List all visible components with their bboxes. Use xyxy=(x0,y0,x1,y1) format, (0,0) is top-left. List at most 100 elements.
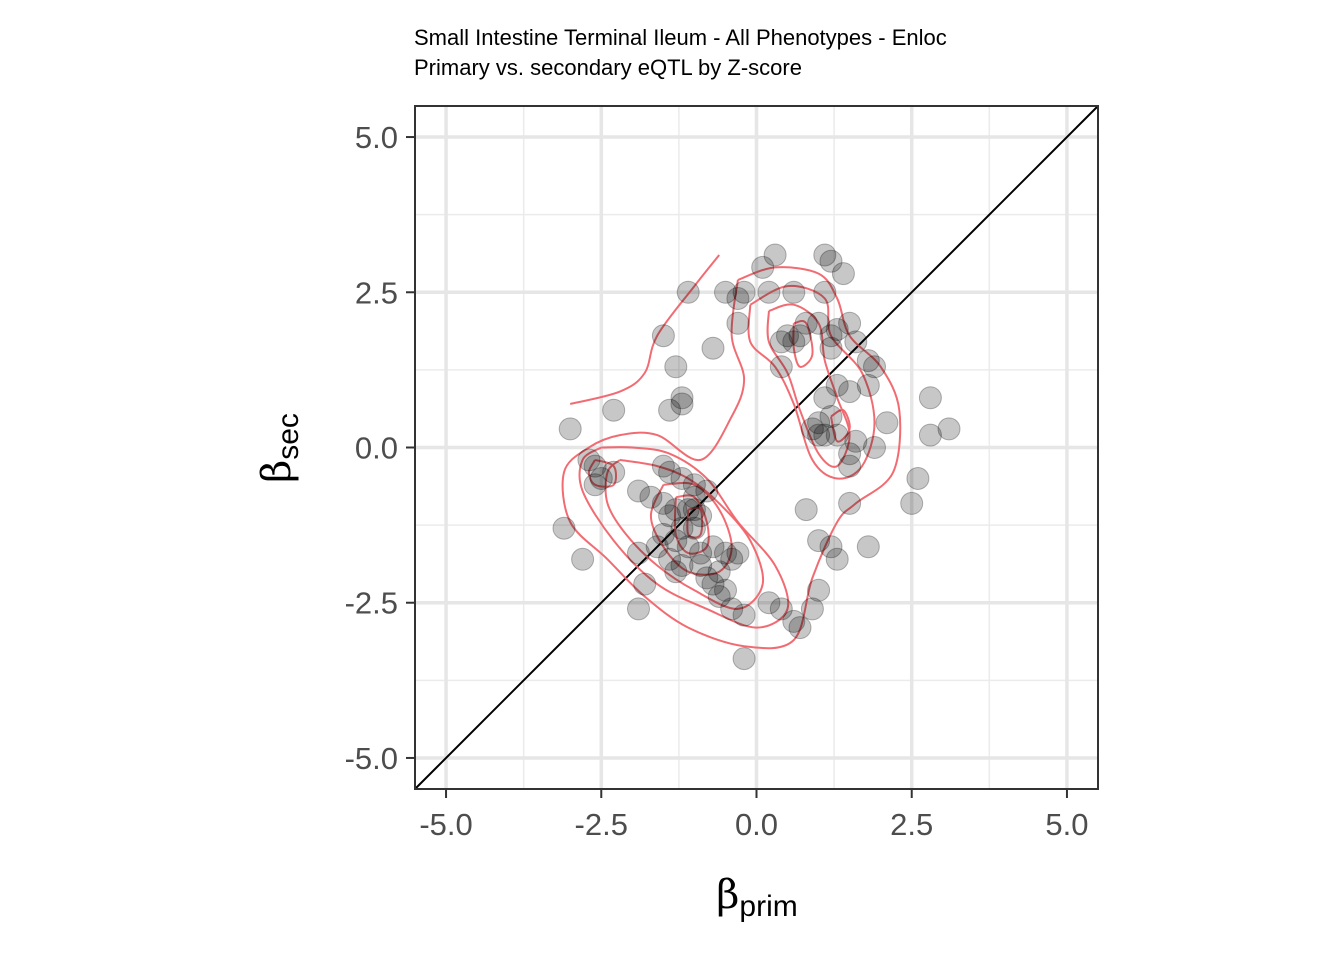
data-point-94 xyxy=(732,647,756,671)
data-point-51 xyxy=(602,398,626,422)
data-point-69 xyxy=(689,504,713,528)
data-point-24 xyxy=(856,349,880,373)
x-axis-label: βprim xyxy=(716,872,797,923)
data-point-2 xyxy=(819,249,843,273)
data-point-0 xyxy=(763,243,787,267)
density-contour-5 xyxy=(604,458,765,610)
data-point-53 xyxy=(577,448,601,472)
identity-line xyxy=(414,105,1099,790)
data-point-107 xyxy=(900,491,924,515)
data-point-73 xyxy=(651,522,675,546)
data-point-1 xyxy=(813,243,837,267)
data-point-112 xyxy=(645,535,669,559)
data-point-4 xyxy=(831,262,855,286)
data-point-12 xyxy=(726,311,750,335)
data-point-102 xyxy=(807,529,831,553)
x-axis-label-symbol: β xyxy=(716,872,739,918)
data-point-80 xyxy=(627,541,650,565)
y-tick-label: 0.0 xyxy=(355,431,398,466)
data-point-43 xyxy=(875,411,899,435)
y-tick-label: 5.0 xyxy=(355,120,398,155)
data-point-78 xyxy=(714,541,737,565)
data-point-109 xyxy=(707,585,731,608)
y-tick-label: 2.5 xyxy=(355,275,398,310)
data-point-44 xyxy=(918,386,942,410)
reference-line-group xyxy=(414,105,1099,790)
data-point-79 xyxy=(726,541,750,565)
x-tick-label: 5.0 xyxy=(1045,807,1088,842)
density-contour-6 xyxy=(792,320,814,368)
data-point-89 xyxy=(720,597,744,621)
data-point-108 xyxy=(906,467,930,490)
data-point-27 xyxy=(664,355,688,379)
density-contours xyxy=(561,254,902,650)
data-point-52 xyxy=(558,417,582,441)
data-point-86 xyxy=(633,572,657,596)
data-point-56 xyxy=(583,473,607,497)
data-point-3 xyxy=(751,255,775,279)
data-point-63 xyxy=(627,479,650,503)
data-point-110 xyxy=(695,566,719,590)
data-point-113 xyxy=(682,485,706,509)
y-axis-label-subscript: sec xyxy=(272,413,305,460)
data-point-92 xyxy=(552,516,576,540)
data-point-20 xyxy=(782,330,806,354)
data-point-25 xyxy=(651,324,675,348)
data-point-81 xyxy=(658,547,682,571)
density-contour-3 xyxy=(578,446,790,629)
data-point-39 xyxy=(825,423,849,447)
data-point-14 xyxy=(807,311,831,335)
data-point-66 xyxy=(664,498,688,522)
data-point-54 xyxy=(583,454,607,478)
data-point-37 xyxy=(813,423,837,447)
data-point-60 xyxy=(670,467,694,490)
data-point-95 xyxy=(757,591,781,615)
axes: -5.0 -2.5 0.0 2.5 5.0 -5.0 -2.5 0.0 2.5 5.0 xyxy=(345,120,1089,842)
data-point-85 xyxy=(664,560,688,584)
data-point-48 xyxy=(670,386,694,410)
data-point-9 xyxy=(813,280,837,304)
data-point-36 xyxy=(807,423,831,447)
data-point-65 xyxy=(651,491,675,515)
data-point-99 xyxy=(800,597,824,621)
data-point-32 xyxy=(856,373,880,397)
data-point-72 xyxy=(682,516,706,540)
data-point-10 xyxy=(726,287,750,310)
y-axis-label-symbol: β xyxy=(254,460,300,483)
density-contour-1 xyxy=(561,266,902,650)
data-point-38 xyxy=(800,417,824,441)
data-points xyxy=(552,243,961,671)
y-axis-label: βsec xyxy=(254,413,305,483)
data-point-104 xyxy=(825,547,849,571)
data-point-30 xyxy=(838,380,862,404)
data-point-100 xyxy=(807,578,831,602)
data-point-23 xyxy=(844,330,868,354)
data-point-88 xyxy=(714,578,737,602)
data-point-87 xyxy=(701,572,725,596)
x-tick-label: -5.0 xyxy=(419,807,472,842)
data-point-13 xyxy=(794,311,818,335)
density-contour-9 xyxy=(673,494,710,555)
data-point-67 xyxy=(676,498,700,522)
data-point-49 xyxy=(658,398,682,422)
chart-title: Small Intestine Terminal Ileum - All Phe… xyxy=(414,25,947,50)
data-point-21 xyxy=(788,324,812,348)
y-tick-label: -5.0 xyxy=(345,741,398,776)
data-point-82 xyxy=(670,554,694,577)
data-point-75 xyxy=(676,535,700,559)
data-point-90 xyxy=(732,603,756,627)
data-point-70 xyxy=(658,504,682,528)
density-contour-2 xyxy=(747,284,876,480)
data-point-8 xyxy=(782,280,806,304)
data-point-61 xyxy=(682,473,706,497)
data-point-40 xyxy=(844,429,868,453)
data-point-15 xyxy=(838,311,862,335)
data-point-50 xyxy=(670,392,694,416)
data-point-46 xyxy=(937,417,961,441)
data-point-84 xyxy=(707,560,731,584)
data-point-83 xyxy=(689,554,713,577)
data-point-59 xyxy=(658,460,682,484)
data-point-74 xyxy=(664,529,688,553)
data-point-31 xyxy=(863,355,886,379)
